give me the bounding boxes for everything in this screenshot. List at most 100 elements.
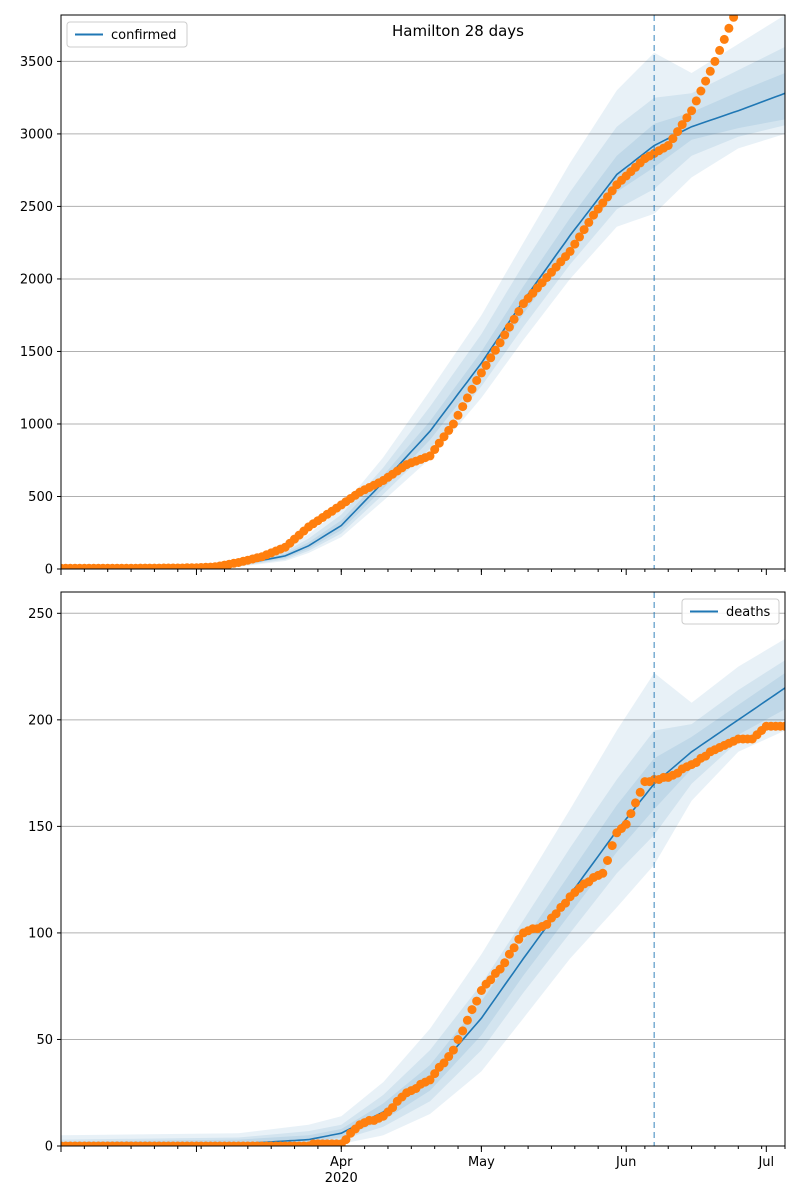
observed-point	[481, 360, 491, 370]
y-tick-label: 1500	[20, 345, 53, 360]
observed-point	[705, 66, 715, 76]
observed-point	[607, 186, 617, 196]
legend-label: confirmed	[111, 28, 177, 43]
observed-point	[490, 345, 500, 355]
observed-point	[495, 964, 505, 974]
observed-point	[495, 338, 505, 348]
observed-point	[621, 819, 631, 829]
y-tick-label: 500	[28, 490, 53, 505]
observed-point	[551, 909, 561, 919]
observed-point	[444, 1052, 454, 1061]
y-tick-label: 2000	[20, 272, 53, 287]
observed-point	[453, 1035, 463, 1044]
observed-point	[467, 384, 477, 394]
observed-point	[462, 393, 472, 403]
y-tick-label: 200	[28, 713, 53, 728]
observed-point	[780, 721, 785, 731]
observed-point	[673, 127, 683, 137]
y-tick-label: 3500	[20, 55, 53, 70]
uncertainty-band	[61, 638, 785, 1146]
y-tick-label: 50	[36, 1033, 53, 1048]
observed-point	[430, 1069, 440, 1079]
observed-point	[472, 376, 482, 385]
x-tick-label: Jul	[757, 1155, 774, 1170]
observed-point	[677, 120, 687, 130]
observed-point	[701, 76, 711, 86]
observed-point	[565, 246, 575, 256]
y-tick-label: 0	[45, 563, 53, 578]
observed-point	[462, 1015, 472, 1025]
observed-point	[425, 451, 435, 461]
observed-point	[687, 106, 697, 116]
observed-point	[434, 438, 444, 448]
observed-point	[631, 798, 640, 808]
observed-point	[476, 986, 486, 995]
observed-point	[598, 868, 608, 878]
y-tick-label: 3000	[20, 127, 53, 142]
observed-point	[691, 96, 701, 106]
observed-point	[439, 1058, 449, 1068]
x-tick-label: Apr	[330, 1155, 353, 1170]
observed-point	[682, 113, 692, 123]
observed-point	[467, 1005, 477, 1015]
observed-point	[472, 996, 482, 1006]
observed-point	[635, 787, 645, 797]
observed-point	[724, 23, 734, 33]
observed-point	[603, 192, 612, 202]
observed-point	[388, 1103, 398, 1113]
observed-point	[584, 217, 594, 227]
x-tick-label: May	[468, 1155, 495, 1170]
y-tick-label: 1000	[20, 417, 53, 432]
observed-point	[710, 56, 720, 66]
observed-point	[486, 975, 496, 985]
observed-point	[439, 432, 449, 442]
observed-point	[509, 314, 519, 324]
plot-area	[61, 638, 785, 1146]
observed-point	[509, 943, 519, 953]
observed-point	[514, 934, 524, 944]
observed-point	[575, 232, 584, 242]
observed-point	[514, 306, 524, 316]
observed-point	[729, 15, 739, 22]
x-tick-label: Jun	[615, 1155, 636, 1170]
observed-point	[504, 322, 514, 332]
observed-point	[598, 198, 608, 208]
observed-point	[570, 239, 580, 249]
observed-point	[607, 841, 617, 851]
uncertainty-band	[61, 46, 785, 569]
observed-point	[458, 1026, 468, 1036]
observed-point	[430, 445, 440, 454]
axes-frame	[60, 14, 786, 570]
x-tick-year-label: 2020	[325, 1171, 358, 1186]
observed-point	[500, 958, 510, 968]
observed-point	[476, 368, 486, 378]
observed-point	[589, 210, 598, 220]
uncertainty-band	[61, 660, 785, 1146]
observed-point	[453, 410, 463, 420]
legend-box	[66, 21, 188, 48]
y-tick-label: 150	[28, 820, 53, 835]
confirmed-panel: 0 500 1000 1500 2000 2500 3000 3500 Hamilton 28 …	[20, 14, 786, 578]
observed-point	[719, 34, 729, 44]
observed-point	[486, 353, 496, 363]
observed-point	[341, 1135, 351, 1145]
observed-point	[448, 1045, 458, 1055]
observed-point	[458, 402, 468, 412]
observed-point	[542, 919, 552, 929]
uncertainty-band	[61, 15, 785, 569]
observed-point	[425, 1075, 435, 1085]
observed-point	[696, 86, 706, 96]
y-tick-label: 100	[28, 926, 53, 941]
axes-frame	[60, 591, 786, 1147]
observed-point	[448, 419, 458, 429]
observed-point	[579, 225, 589, 235]
observed-point	[668, 134, 678, 144]
observed-point	[715, 45, 725, 55]
observed-point	[500, 330, 510, 340]
observed-point	[504, 949, 514, 959]
y-tick-label: 0	[45, 1140, 53, 1155]
legend-label: deaths	[726, 605, 771, 620]
